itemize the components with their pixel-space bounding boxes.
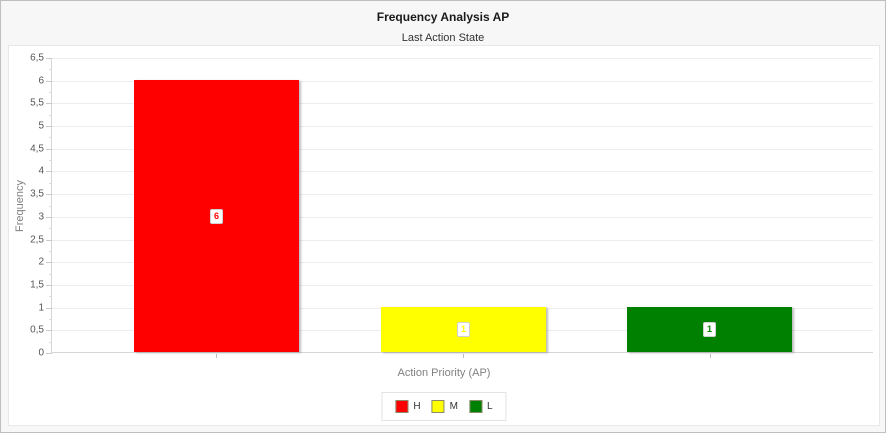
y-tick-label: 3,5 — [30, 188, 44, 200]
y-tick-minor — [49, 160, 52, 161]
y-tick-label: 1 — [38, 302, 44, 314]
bar-H[interactable]: 6 — [134, 80, 299, 352]
legend-label: H — [413, 401, 421, 412]
y-tick-major — [46, 240, 52, 241]
y-tick-label: 6 — [38, 75, 44, 87]
gridline — [52, 149, 873, 150]
y-axis-title-text: Frequency — [14, 179, 27, 232]
gridline — [52, 126, 873, 127]
y-tick-major — [46, 194, 52, 195]
y-tick-label: 3 — [38, 211, 44, 223]
y-tick-minor — [49, 274, 52, 275]
x-axis-title: Action Priority (AP) — [397, 367, 491, 379]
legend-label: M — [449, 401, 459, 412]
y-tick-label: 4,5 — [30, 143, 44, 155]
x-tick — [710, 354, 711, 358]
y-tick-minor — [49, 92, 52, 93]
chart-title: Frequency Analysis AP — [376, 10, 510, 24]
legend-swatch-icon — [395, 400, 409, 413]
y-tick-minor — [49, 137, 52, 138]
y-tick-label: 5 — [38, 120, 44, 132]
plot-area: 0 0,5 1 1,5 2 2,5 3 3,5 4 4,5 5 5,5 6 6,5 6 1 1 — [30, 53, 873, 359]
x-tick — [463, 354, 464, 358]
y-tick-label: 5,5 — [30, 97, 44, 109]
legend-label: L — [487, 401, 493, 412]
y-tick-label: 4 — [38, 165, 44, 177]
gridline — [52, 81, 873, 82]
gridline — [52, 103, 873, 104]
chart-subtitle: Last Action State — [401, 32, 485, 44]
y-tick-label: 0 — [38, 347, 44, 359]
y-tick-label: 2 — [38, 256, 44, 268]
y-tick-major — [46, 103, 52, 104]
y-tick-label: 2,5 — [30, 234, 44, 246]
legend-item-M[interactable]: M — [431, 400, 459, 413]
legend-swatch-icon — [469, 400, 483, 413]
y-tick-major — [46, 81, 52, 82]
y-tick-major — [46, 171, 52, 172]
y-tick-minor — [49, 115, 52, 116]
gridline — [52, 285, 873, 286]
bar-value-label: 1 — [456, 322, 470, 337]
chart-header: Frequency Analysis AP Last Action State — [1, 1, 885, 44]
bar-value-label: 6 — [209, 208, 223, 224]
y-tick-major — [46, 308, 52, 309]
y-tick-label: 0,5 — [30, 324, 44, 336]
x-tick — [216, 354, 217, 358]
chart-panel: Frequency 0 0,5 1 1,5 2 2,5 3 3,5 4 4,5 5 5,5 6 6,5 6 1… — [8, 45, 880, 426]
y-tick-label: 1,5 — [30, 279, 44, 291]
bar-value-label: 1 — [702, 322, 716, 337]
y-tick-major — [46, 262, 52, 263]
gridline — [52, 262, 873, 263]
bar-M[interactable]: 1 — [381, 307, 546, 352]
gridline — [52, 58, 873, 59]
y-tick-minor — [49, 69, 52, 70]
bar-L[interactable]: 1 — [627, 307, 792, 352]
y-tick-minor — [49, 228, 52, 229]
y-tick-label: 6,5 — [30, 52, 44, 64]
y-tick-minor — [49, 183, 52, 184]
y-tick-major — [46, 285, 52, 286]
y-tick-major — [46, 126, 52, 127]
y-tick-major — [46, 149, 52, 150]
legend-swatch-icon — [431, 400, 445, 413]
y-tick-major — [46, 217, 52, 218]
y-tick-minor — [49, 206, 52, 207]
y-tick-minor — [49, 319, 52, 320]
gridline — [52, 217, 873, 218]
gridline — [52, 171, 873, 172]
y-tick-major — [46, 353, 52, 354]
y-tick-major — [46, 330, 52, 331]
y-tick-minor — [49, 342, 52, 343]
y-tick-minor — [49, 296, 52, 297]
legend-item-L[interactable]: L — [469, 400, 493, 413]
y-tick-major — [46, 58, 52, 59]
legend-item-H[interactable]: H — [395, 400, 421, 413]
gridline — [52, 240, 873, 241]
gridline — [52, 194, 873, 195]
y-tick-minor — [49, 251, 52, 252]
